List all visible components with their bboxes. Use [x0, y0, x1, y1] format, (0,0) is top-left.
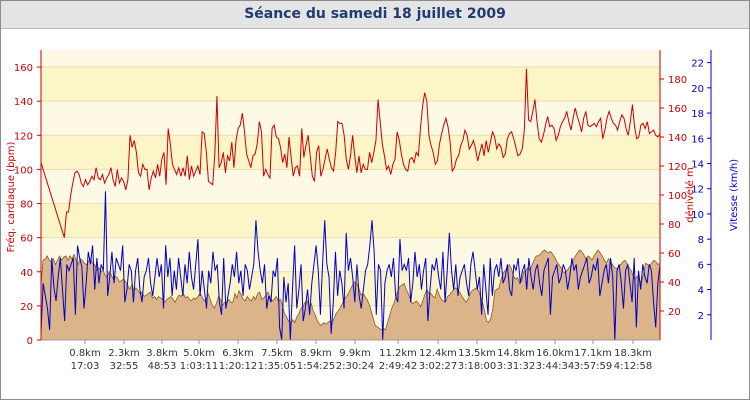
x-tick-distance-label: 14.8km	[497, 348, 535, 359]
x-tick-time-label: 3:18:00	[458, 361, 497, 372]
plot-band	[41, 169, 660, 204]
elevation-axis-tick-label: 60	[668, 249, 681, 260]
speed-axis-tick-label: 2	[698, 311, 704, 322]
plot-band	[41, 237, 660, 272]
x-tick-distance-label: 6.3km	[222, 348, 253, 359]
x-tick-distance-label: 9.9km	[339, 348, 370, 359]
x-tick-time-label: 4:12:58	[614, 361, 653, 372]
speed-axis-title: Vitesse (km/h)	[729, 159, 740, 231]
left-axis-tick-label: 80	[20, 200, 33, 211]
elevation-axis-tick-label: 100	[668, 191, 687, 202]
x-tick-distance-label: 0.8km	[69, 348, 100, 359]
elevation-axis-tick-label: 80	[668, 220, 681, 231]
speed-axis-tick-label: 12	[691, 185, 704, 196]
speed-axis-tick-label: 14	[691, 159, 704, 170]
speed-axis-tick-label: 18	[691, 109, 704, 120]
x-tick-time-label: 48:53	[148, 361, 177, 372]
left-axis-tick-label: 60	[20, 234, 33, 245]
x-tick-distance-label: 3.8km	[146, 348, 177, 359]
left-axis-tick-label: 140	[14, 97, 33, 108]
x-tick-distance-label: 2.3km	[108, 348, 139, 359]
speed-axis-tick-label: 22	[691, 59, 704, 70]
x-tick-distance-label: 5.0km	[183, 348, 214, 359]
series-speed-line	[40, 191, 661, 341]
left-axis-title: Fréq. cardiaque (bpm)	[5, 141, 17, 252]
x-tick-time-label: 1:54:25	[297, 361, 336, 372]
left-axis-tick-label: 100	[14, 165, 33, 176]
x-tick-distance-label: 12.4km	[419, 348, 457, 359]
x-tick-distance-label: 7.5km	[261, 348, 292, 359]
elevation-axis-tick-label: 40	[668, 278, 681, 289]
speed-axis-tick-label: 6	[698, 260, 704, 271]
x-tick-distance-label: 13.5km	[458, 348, 496, 359]
chart-title: Séance du samedi 18 juillet 2009	[244, 6, 506, 22]
speed-axis-tick-label: 4	[698, 286, 704, 297]
left-axis-tick-label: 40	[20, 268, 33, 279]
elevation-axis-tick-label: 20	[668, 307, 681, 318]
plot-band	[41, 50, 660, 68]
plot-band	[41, 67, 660, 102]
x-tick-time-label: 2:30:24	[336, 361, 375, 372]
speed-axis-tick-label: 10	[691, 210, 704, 221]
x-tick-time-label: 3:02:27	[419, 361, 458, 372]
elevation-axis-tick-label: 120	[668, 162, 687, 173]
left-axis-tick-label: 160	[14, 63, 33, 74]
x-tick-time-label: 32:55	[110, 361, 139, 372]
title-bar: Séance du samedi 18 juillet 2009	[1, 1, 749, 29]
x-tick-time-label: 1:20:12	[219, 361, 258, 372]
elevation-axis-tick-label: 160	[668, 104, 687, 115]
x-tick-time-label: 3:44:34	[536, 361, 575, 372]
speed-axis-tick-label: 8	[698, 235, 704, 246]
series-heart-rate-line	[40, 68, 661, 238]
plot-band	[41, 101, 660, 136]
elevation-axis-tick-label: 140	[668, 133, 687, 144]
x-tick-distance-label: 18.3km	[614, 348, 652, 359]
plot-band	[41, 203, 660, 238]
left-axis-tick-label: 120	[14, 131, 33, 142]
x-tick-time-label: 17:03	[71, 361, 100, 372]
x-tick-time-label: 3:31:32	[497, 361, 536, 372]
speed-axis-tick-label: 20	[691, 84, 704, 95]
x-tick-time-label: 2:49:42	[379, 361, 418, 372]
left-axis-tick-label: 0	[27, 336, 33, 347]
x-tick-distance-label: 8.9km	[300, 348, 331, 359]
x-tick-time-label: 3:57:59	[574, 361, 613, 372]
elevation-axis-tick-label: 180	[668, 75, 687, 86]
x-tick-time-label: 1:03:11	[180, 361, 219, 372]
x-tick-distance-label: 16.0km	[536, 348, 574, 359]
x-tick-time-label: 1:35:05	[258, 361, 297, 372]
elevation-axis-title: dénivelé m	[684, 167, 696, 223]
x-tick-distance-label: 11.2km	[379, 348, 417, 359]
left-axis-tick-label: 20	[20, 302, 33, 313]
x-tick-distance-label: 17.1km	[574, 348, 612, 359]
speed-axis-tick-label: 16	[691, 134, 704, 145]
